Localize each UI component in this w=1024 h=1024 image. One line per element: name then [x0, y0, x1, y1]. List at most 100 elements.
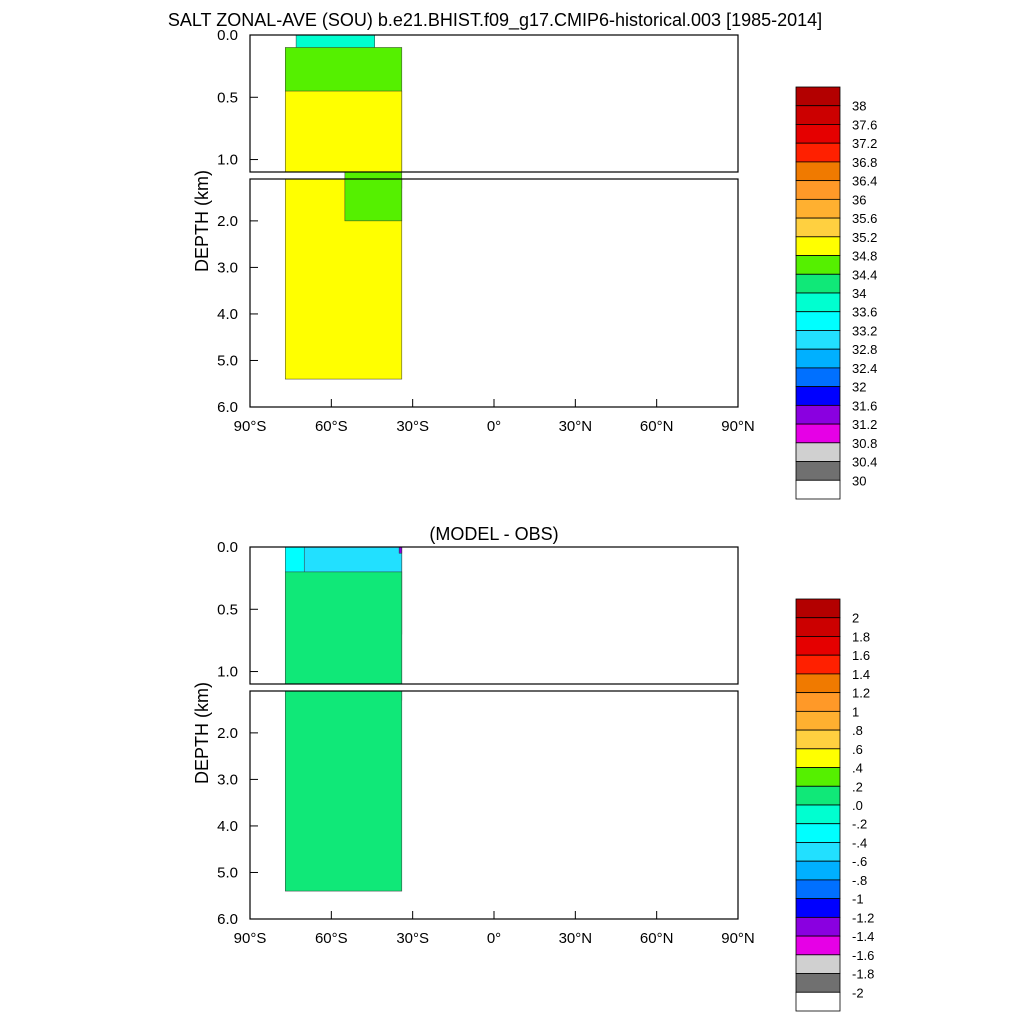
figure-title: SALT ZONAL-AVE (SOU) b.e21.BHIST.f09_g17…: [168, 10, 822, 31]
colorbar-label: -.2: [852, 817, 867, 832]
x-tick-label: 90°N: [721, 418, 755, 435]
y-tick-label: 0.5: [217, 89, 238, 106]
colorbar-swatch: [795, 105, 841, 125]
colorbar-swatch: [795, 461, 841, 481]
colorbar-swatch: [795, 617, 841, 637]
colorbar-label: 32.4: [852, 361, 877, 376]
colorbar-swatch: [795, 748, 841, 768]
colorbar-swatch: [795, 692, 841, 712]
colorbar-label: 37.2: [852, 136, 877, 151]
colorbar-swatch: [795, 879, 841, 900]
x-tick-label: 30°S: [396, 930, 429, 947]
colorbar-label: 38: [852, 99, 866, 114]
colorbar-label: 34.8: [852, 249, 877, 264]
x-tick-label: 30°S: [396, 418, 429, 435]
colorbar-swatch: [795, 142, 841, 163]
colorbar-swatch: [795, 442, 841, 462]
y-tick-label: 2.0: [217, 213, 238, 230]
panel-model-minus-obs: (MODEL - OBS)0.00.51.02.03.04.05.06.090°…: [192, 524, 874, 1012]
colorbar-swatch: [795, 404, 841, 425]
colorbar-swatch: [795, 348, 841, 369]
colorbar-swatch: [795, 729, 841, 750]
upper-plot-frame: [249, 546, 739, 685]
x-tick-label: 90°S: [234, 930, 267, 947]
y-tick-label: 5.0: [217, 864, 238, 881]
colorbar-label: 35.6: [852, 211, 877, 226]
colorbar-label: 1.2: [852, 686, 870, 701]
x-tick-label: 60°N: [640, 418, 674, 435]
y-tick-label: 3.0: [217, 771, 238, 788]
colorbar-swatch: [795, 823, 841, 843]
x-tick-label: 0°: [487, 418, 501, 435]
colorbar-label: -1.2: [852, 910, 874, 925]
colorbar-label: 1.4: [852, 667, 870, 682]
colorbar-swatch: [795, 255, 841, 275]
colorbar-swatch: [795, 954, 841, 974]
y-tick-label: 2.0: [217, 725, 238, 742]
colorbar-label: 1.6: [852, 648, 870, 663]
colorbar-swatch: [795, 842, 841, 862]
colorbar-label: 30.4: [852, 455, 877, 470]
colorbar-swatch: [795, 236, 841, 256]
y-tick-label: 6.0: [217, 399, 238, 416]
colorbar-label: 36.4: [852, 174, 877, 189]
colorbar-swatch: [795, 330, 841, 350]
colorbar-label: 31.2: [852, 417, 877, 432]
colorbar-label: -1.6: [852, 948, 874, 963]
contour-region: [284, 571, 403, 685]
colorbar-swatch: [795, 804, 841, 825]
colorbar-swatch: [795, 636, 841, 656]
colorbar-swatch: [795, 273, 841, 294]
colorbar-swatch: [795, 785, 841, 806]
colorbar-swatch: [795, 217, 841, 238]
colorbar-label: 32.8: [852, 342, 877, 357]
colorbar-swatch: [795, 673, 841, 694]
colorbar: 21.81.61.41.21.8.6.4.2.0-.2-.4-.6-.8-1-1…: [795, 598, 874, 1012]
colorbar-label: 1.8: [852, 629, 870, 644]
contour-region: [284, 90, 403, 173]
colorbar-label: 36: [852, 192, 866, 207]
colorbar-label: -.4: [852, 835, 867, 850]
contour-region: [284, 690, 403, 892]
colorbar-label: 2: [852, 611, 859, 626]
y-tick-label: 1.0: [217, 664, 238, 681]
contour-fill-group: [284, 34, 403, 380]
colorbar-swatch: [795, 767, 841, 787]
colorbar-swatch: [795, 654, 841, 675]
colorbar-swatch: [795, 991, 841, 1012]
x-tick-label: 60°S: [315, 418, 348, 435]
x-tick-label: 60°S: [315, 930, 348, 947]
colorbar-label: 34.4: [852, 267, 877, 282]
x-tick-label: 0°: [487, 930, 501, 947]
colorbar-label: 35.2: [852, 230, 877, 245]
colorbar-label: .6: [852, 742, 863, 757]
colorbar-swatch: [795, 124, 841, 144]
colorbar-label: -.8: [852, 873, 867, 888]
colorbar-label: .0: [852, 798, 863, 813]
colorbar-label: .4: [852, 761, 863, 776]
colorbar-label: 33.2: [852, 323, 877, 338]
colorbar-swatch: [795, 916, 841, 937]
colorbar-label: -1: [852, 892, 864, 907]
colorbar-swatch: [795, 598, 841, 619]
colorbar: 38 37.6 37.2 36.8 36.4 36 35.6 35.2 34.8 34.4 34 33…: [795, 86, 877, 500]
colorbar-label: 30.8: [852, 436, 877, 451]
contour-region: [398, 546, 403, 554]
x-tick-label: 30°N: [559, 418, 593, 435]
contour-fill-group: [284, 546, 403, 892]
colorbar-label: -1.8: [852, 967, 874, 982]
y-axis-label: DEPTH (km): [192, 170, 212, 272]
upper-plot-frame: [249, 34, 739, 173]
colorbar-swatch: [795, 180, 841, 200]
colorbar-swatch: [795, 898, 841, 918]
panel-title: (MODEL - OBS): [429, 524, 558, 544]
colorbar-label: 34: [852, 286, 866, 301]
colorbar-swatch: [795, 423, 841, 444]
colorbar-swatch: [795, 161, 841, 182]
colorbar-swatch: [795, 386, 841, 406]
y-axis-label: DEPTH (km): [192, 682, 212, 784]
colorbar-label: -2: [852, 985, 864, 1000]
colorbar-swatch: [795, 198, 841, 219]
colorbar-label: 36.8: [852, 155, 877, 170]
